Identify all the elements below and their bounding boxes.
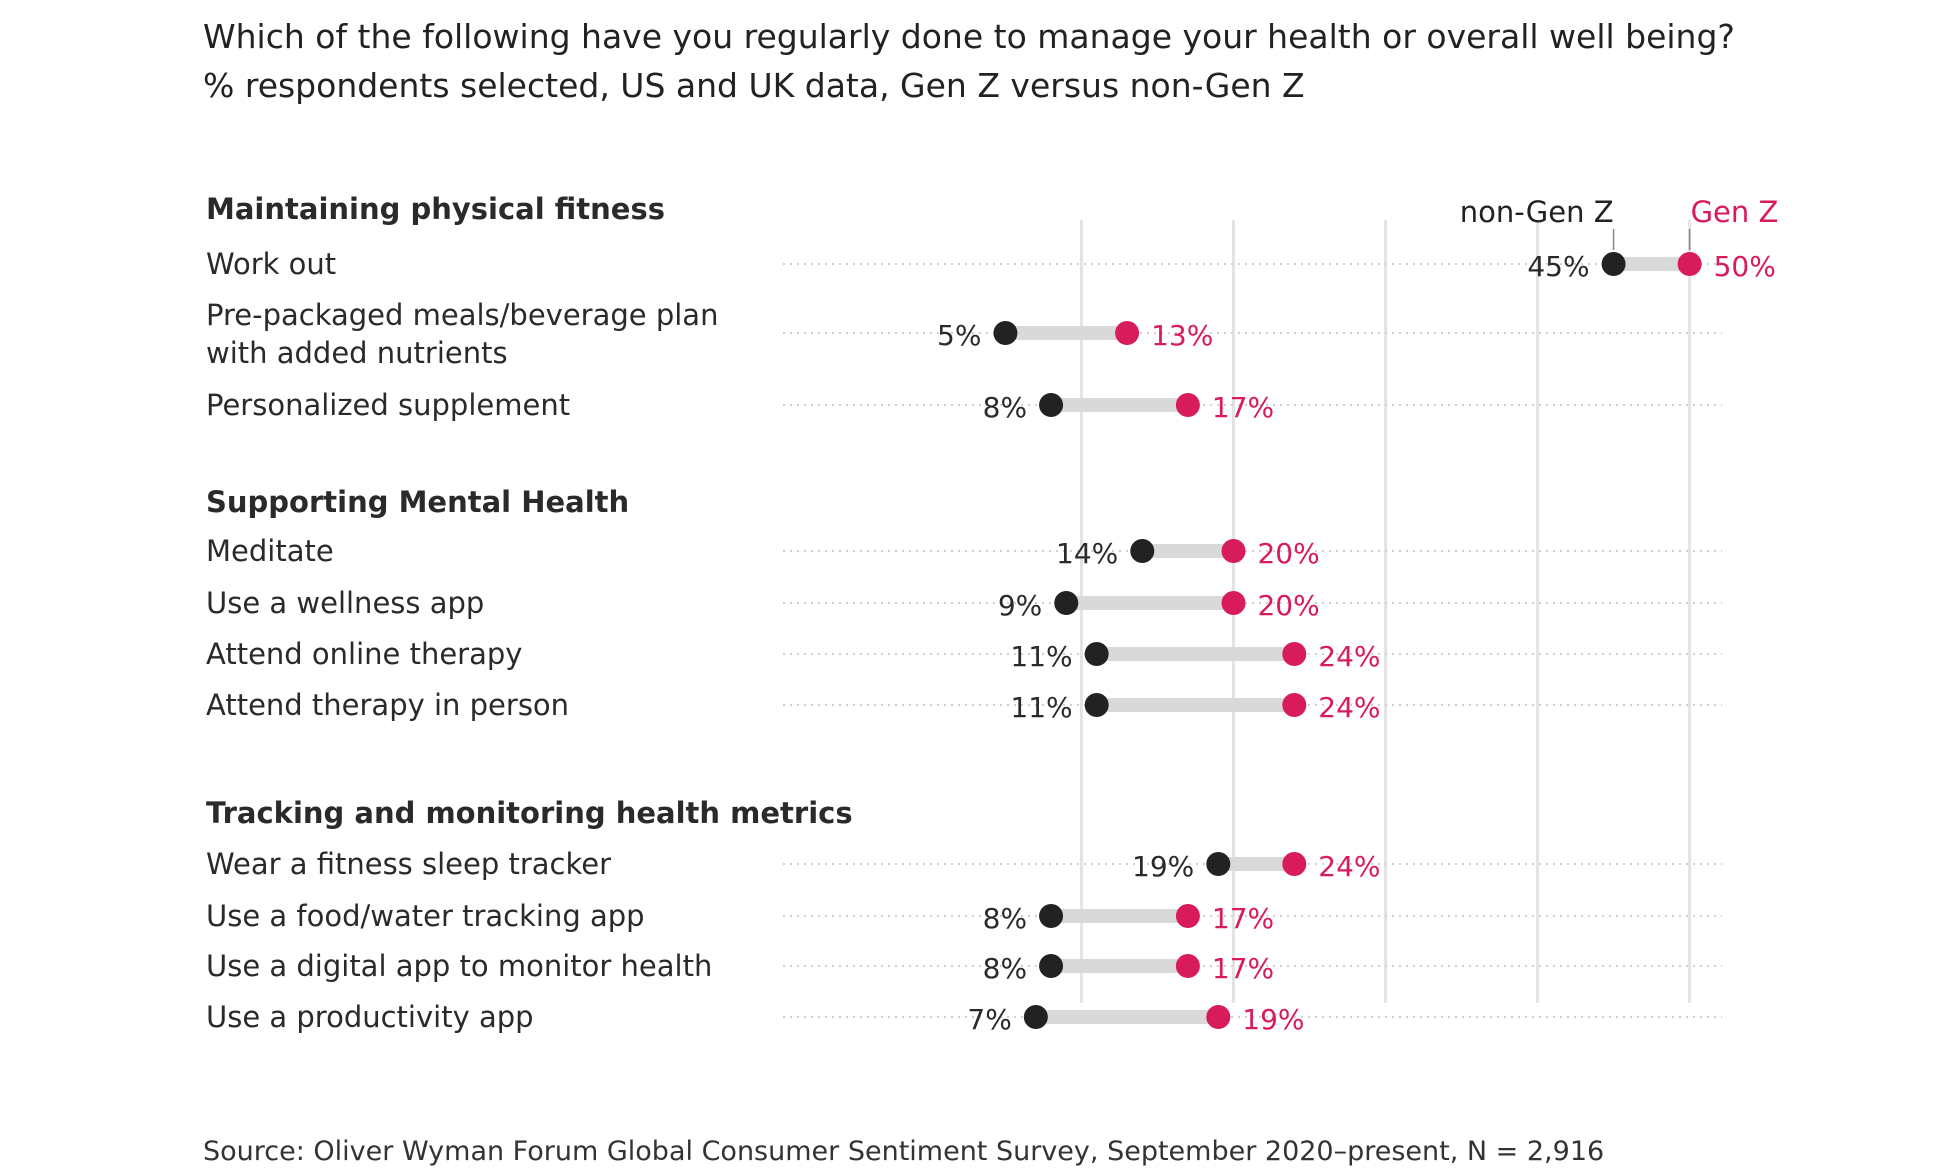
gen-z-value-label: 17% xyxy=(1212,902,1274,935)
row-label: Use a food/water tracking app xyxy=(206,899,645,933)
gen-z-point xyxy=(1175,904,1200,928)
gen-z-point xyxy=(1221,591,1246,615)
group-header: Maintaining physical fitness xyxy=(206,192,665,226)
row-label: Wear a fitness sleep tracker xyxy=(206,847,611,881)
gen-z-point xyxy=(1206,1005,1231,1029)
group-header: Tracking and monitoring health metrics xyxy=(206,796,853,830)
non-gen-z-point xyxy=(993,321,1018,345)
gen-z-value-label: 24% xyxy=(1318,691,1380,724)
row-label: Use a digital app to monitor health xyxy=(206,949,712,983)
non-gen-z-value-label: 8% xyxy=(983,902,1027,935)
non-gen-z-point xyxy=(1039,393,1064,417)
gen-z-value-label: 19% xyxy=(1242,1003,1304,1036)
gen-z-point xyxy=(1282,693,1307,717)
legend-non-gen-z: non-Gen Z xyxy=(1460,195,1614,229)
gen-z-value-label: 24% xyxy=(1318,640,1380,673)
gen-z-point xyxy=(1282,852,1307,876)
row-label: Meditate xyxy=(206,534,334,568)
legend-gen-z: Gen Z xyxy=(1691,195,1779,229)
row-label: Use a productivity app xyxy=(206,1000,534,1034)
gen-z-value-label: 20% xyxy=(1257,537,1319,570)
non-gen-z-value-label: 9% xyxy=(998,589,1042,622)
non-gen-z-value-label: 8% xyxy=(983,952,1027,985)
gen-z-point xyxy=(1282,642,1307,666)
gen-z-value-label: 20% xyxy=(1257,589,1319,622)
row-label-line-2: with added nutrients xyxy=(206,336,508,370)
chart-subtitle: % respondents selected, US and UK data, … xyxy=(203,66,1305,105)
gen-z-point xyxy=(1175,954,1200,978)
non-gen-z-value-label: 11% xyxy=(1010,691,1072,724)
row-label: Use a wellness app xyxy=(206,586,484,620)
row-label: Pre-packaged meals/beverage plan xyxy=(206,298,718,332)
non-gen-z-point xyxy=(1039,904,1064,928)
non-gen-z-point xyxy=(1084,642,1109,666)
gen-z-point xyxy=(1677,252,1702,276)
source-note: Source: Oliver Wyman Forum Global Consum… xyxy=(203,1136,1605,1167)
non-gen-z-value-label: 14% xyxy=(1056,537,1118,570)
non-gen-z-value-label: 8% xyxy=(983,391,1027,424)
chart-title: Which of the following have you regularl… xyxy=(203,17,1735,56)
non-gen-z-value-label: 45% xyxy=(1527,250,1589,283)
gen-z-point xyxy=(1175,393,1200,417)
non-gen-z-point xyxy=(1601,252,1626,276)
gen-z-value-label: 17% xyxy=(1212,391,1274,424)
non-gen-z-point xyxy=(1130,539,1155,563)
non-gen-z-point xyxy=(1039,954,1064,978)
row-label: Attend therapy in person xyxy=(206,688,569,722)
gen-z-value-label: 50% xyxy=(1714,250,1776,283)
non-gen-z-point xyxy=(1084,693,1109,717)
non-gen-z-value-label: 5% xyxy=(937,319,981,352)
non-gen-z-point xyxy=(1206,852,1231,876)
non-gen-z-point xyxy=(1023,1005,1048,1029)
non-gen-z-value-label: 11% xyxy=(1010,640,1072,673)
gen-z-value-label: 24% xyxy=(1318,850,1380,883)
non-gen-z-point xyxy=(1054,591,1079,615)
non-gen-z-value-label: 19% xyxy=(1132,850,1194,883)
non-gen-z-value-label: 7% xyxy=(967,1003,1011,1036)
row-label: Personalized supplement xyxy=(206,388,570,422)
row-label: Attend online therapy xyxy=(206,637,522,671)
gen-z-value-label: 13% xyxy=(1151,319,1213,352)
group-header: Supporting Mental Health xyxy=(206,485,629,519)
gen-z-value-label: 17% xyxy=(1212,952,1274,985)
gen-z-point xyxy=(1221,539,1246,563)
row-label: Work out xyxy=(206,247,336,281)
gen-z-point xyxy=(1115,321,1140,345)
